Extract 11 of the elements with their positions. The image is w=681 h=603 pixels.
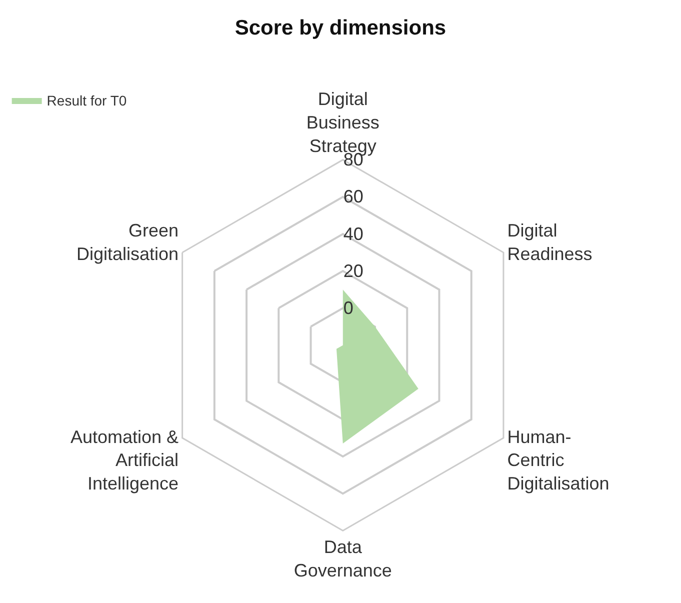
spoke-label: Automation & Artificial Intelligence bbox=[70, 426, 179, 494]
y-tick-label: 40 bbox=[343, 224, 364, 244]
y-tick-label: 20 bbox=[343, 260, 364, 281]
y-tick-label: 0 bbox=[343, 298, 354, 318]
legend-label: Result for T0 bbox=[46, 92, 127, 108]
spoke-label: Green Digitalisation bbox=[76, 220, 179, 264]
spoke-label: Digital Readiness bbox=[507, 220, 592, 264]
spoke-label: Human-Centric Digitalisation bbox=[507, 426, 610, 494]
spoke-label: Data Governance bbox=[294, 536, 392, 580]
chart-title: Score by dimensions bbox=[234, 16, 446, 40]
y-tick-label: 60 bbox=[343, 186, 364, 207]
